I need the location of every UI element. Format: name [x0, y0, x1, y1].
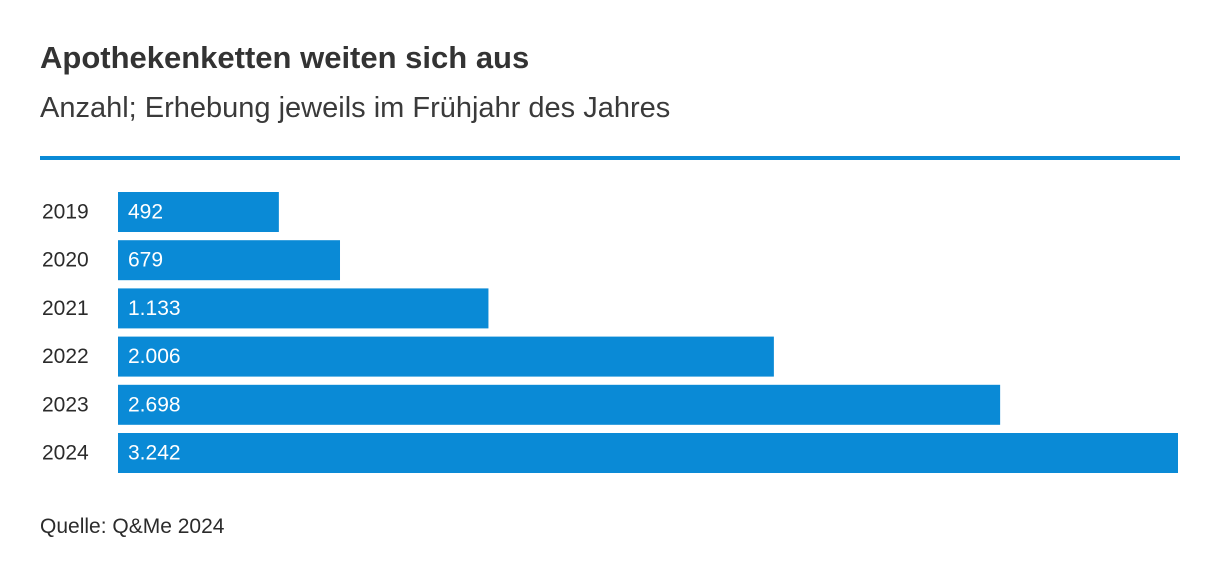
- value-label-2022: 2.006: [128, 345, 181, 368]
- category-label-2021: 2021: [42, 297, 89, 320]
- bar-2021: [118, 288, 489, 329]
- value-label-2023: 2.698: [128, 393, 181, 416]
- title-divider: [40, 156, 1180, 160]
- category-label-2023: 2023: [42, 393, 89, 416]
- category-label-2024: 2024: [42, 442, 89, 465]
- value-label-2024: 3.242: [128, 442, 181, 465]
- bar-2024: [118, 433, 1178, 473]
- bar-2023: [118, 384, 1001, 425]
- category-label-2020: 2020: [42, 249, 89, 272]
- chart-subtitle: Anzahl; Erhebung jeweils im Frühjahr des…: [40, 92, 671, 124]
- bar-2019: [118, 192, 279, 232]
- value-label-2019: 492: [128, 201, 163, 224]
- category-label-2022: 2022: [42, 345, 89, 368]
- source-note: Quelle: Q&Me 2024: [40, 515, 225, 538]
- category-label-2019: 2019: [42, 201, 89, 224]
- bar-2020: [118, 240, 341, 281]
- bar-2022: [118, 336, 774, 377]
- value-label-2021: 1.133: [128, 297, 181, 320]
- value-label-2020: 679: [128, 249, 163, 272]
- chart-title: Apothekenketten weiten sich aus: [40, 40, 530, 75]
